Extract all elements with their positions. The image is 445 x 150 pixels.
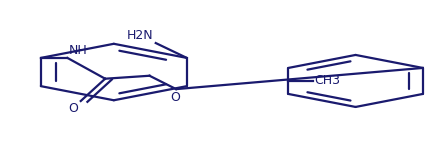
Text: CH3: CH3 [314,74,340,87]
Text: H2N: H2N [127,29,154,42]
Text: NH: NH [69,44,87,57]
Text: O: O [69,102,78,115]
Text: O: O [170,91,180,104]
